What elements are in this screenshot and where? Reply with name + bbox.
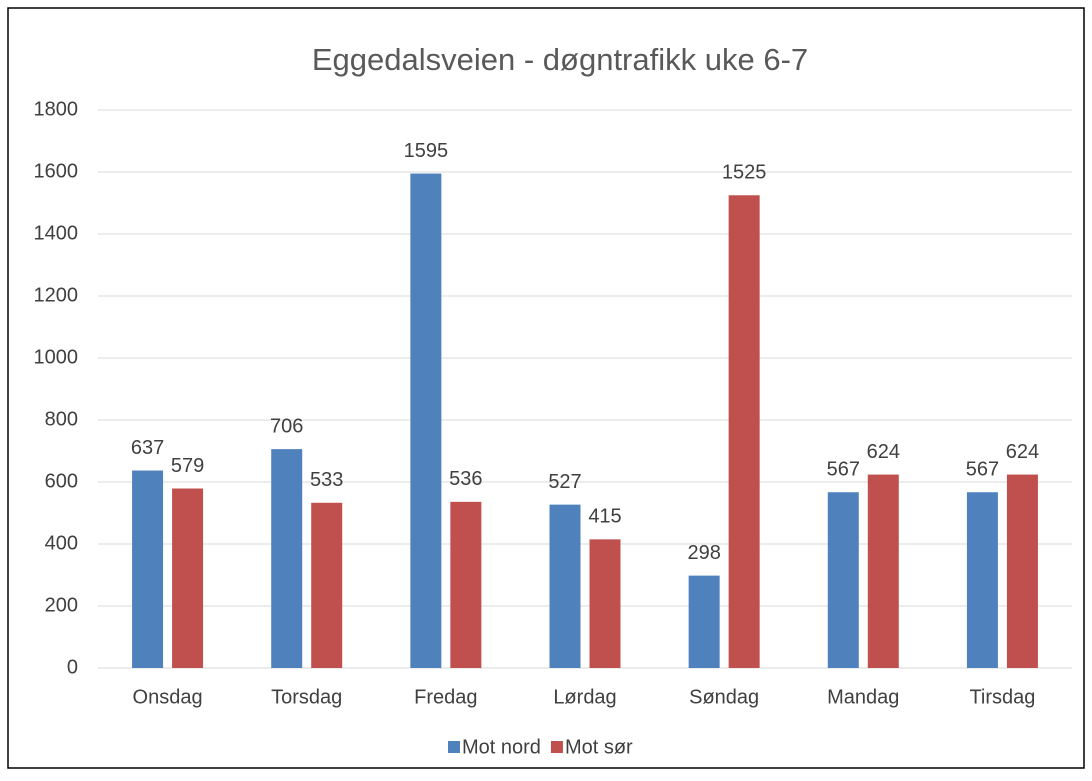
legend-label: Mot sør: [565, 736, 633, 758]
legend-swatch: [448, 741, 460, 753]
y-tick-label: 1200: [34, 284, 79, 306]
data-label: 567: [966, 459, 999, 481]
data-label: 567: [827, 459, 860, 481]
data-label: 1525: [722, 162, 767, 184]
x-tick-label: Søndag: [689, 686, 759, 708]
x-tick-label: Tirsdag: [969, 686, 1035, 708]
data-label: 624: [867, 441, 900, 463]
bar: [966, 492, 998, 668]
chart-border: [7, 7, 1085, 769]
x-tick-label: Torsdag: [271, 686, 342, 708]
y-tick-label: 800: [45, 408, 78, 430]
chart-title: Eggedalsveien - døgntrafikk uke 6-7: [312, 42, 808, 77]
data-label: 706: [270, 415, 303, 437]
data-label: 533: [310, 469, 343, 491]
legend-swatch: [550, 741, 563, 753]
bar: [867, 474, 899, 668]
y-tick-label: 1400: [34, 222, 79, 244]
bar: [589, 539, 621, 668]
y-tick-label: 0: [67, 656, 78, 678]
data-label: 298: [687, 542, 720, 564]
data-label: 527: [548, 471, 581, 493]
y-tick-label: 1600: [34, 160, 79, 182]
data-label: 415: [588, 506, 621, 528]
y-tick-label: 1800: [34, 98, 79, 120]
legend-label: Mot nord: [462, 736, 541, 758]
x-tick-label: Lørdag: [553, 686, 616, 708]
bar: [549, 504, 581, 668]
bar: [827, 492, 859, 668]
y-tick-label: 600: [45, 470, 78, 492]
bar: [728, 195, 760, 668]
bar: [1006, 474, 1038, 668]
y-tick-label: 1000: [34, 346, 79, 368]
bar: [688, 575, 720, 668]
data-label: 1595: [404, 140, 449, 162]
y-tick-label: 200: [45, 594, 78, 616]
y-tick-label: 400: [45, 532, 78, 554]
bar: [410, 173, 442, 669]
bar: [450, 501, 482, 668]
bar: [271, 449, 303, 668]
data-label: 536: [449, 468, 482, 490]
x-tick-label: Onsdag: [133, 686, 203, 708]
data-label: 579: [171, 455, 204, 477]
bar: [311, 502, 343, 668]
bar: [172, 488, 204, 668]
data-label: 637: [131, 437, 164, 459]
x-tick-label: Mandag: [827, 686, 899, 708]
bar: [132, 470, 164, 668]
data-label: 624: [1006, 441, 1039, 463]
x-tick-label: Fredag: [414, 686, 477, 708]
